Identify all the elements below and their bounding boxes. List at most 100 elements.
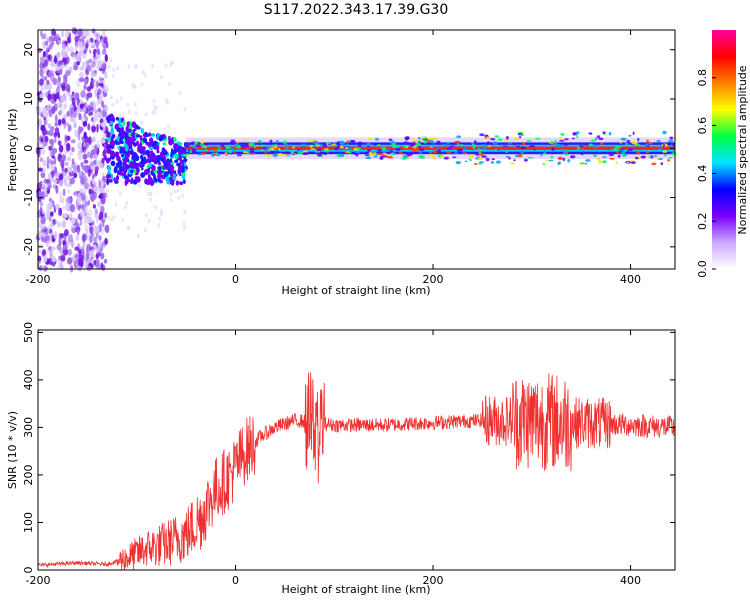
spectrogram-noise-mark xyxy=(73,167,77,175)
spectrogram-carrier-mark xyxy=(260,144,266,147)
spectrogram-noise-mark xyxy=(51,256,56,263)
spectrogram-carrier-mark xyxy=(660,162,664,166)
colorbar-tick-label: 0.0 xyxy=(696,260,709,278)
spectrogram-carrier-mark xyxy=(268,147,275,151)
spectrogram-noise-mark xyxy=(98,194,103,199)
spectrogram-carrier-mark xyxy=(630,161,636,164)
spectrogram-transition-mark xyxy=(178,169,183,173)
spectrogram-carrier-mark xyxy=(559,148,565,151)
spectrogram-noise-mark xyxy=(63,144,67,153)
spectrogram-x-tick-label: -200 xyxy=(26,273,51,286)
spectrogram-carrier-mark xyxy=(391,145,397,149)
spectrogram-carrier-mark xyxy=(244,143,250,148)
spectrogram-noise-mark xyxy=(77,152,83,161)
spectrogram-noise-mark xyxy=(90,79,96,84)
spectrogram-carrier-mark xyxy=(482,144,487,147)
spectrogram-noise-mark xyxy=(76,196,82,206)
spectrogram-carrier-mark xyxy=(479,161,485,164)
spectrogram-carrier-mark xyxy=(398,151,403,155)
spectrogram-transition-mark xyxy=(130,163,136,169)
spectrogram-carrier-mark xyxy=(388,138,393,142)
spectrogram-noise-mark xyxy=(101,100,104,108)
spectrogram-carrier-mark xyxy=(375,137,379,141)
spectrogram-transition-mark xyxy=(174,159,179,164)
spectrogram-noise-mark xyxy=(143,227,147,233)
spectrogram-carrier-mark xyxy=(197,140,200,143)
spectrogram-transition-mark xyxy=(115,116,119,121)
spectrogram-x-tick-label: 200 xyxy=(423,273,444,286)
spectrogram-noise-mark xyxy=(80,209,85,218)
spectrogram-carrier-mark xyxy=(272,144,279,147)
spectrogram-carrier-mark xyxy=(565,151,569,154)
spectrogram-carrier-mark xyxy=(303,150,309,153)
spectrogram-carrier-mark xyxy=(634,156,639,160)
spectrogram-noise-mark xyxy=(56,39,59,45)
spectrogram-transition-mark xyxy=(132,179,138,185)
spectrogram-carrier-mark xyxy=(187,153,190,155)
spectrogram-noise-mark xyxy=(78,41,83,49)
spectrogram-carrier-mark xyxy=(390,152,396,155)
spectrogram-carrier-mark xyxy=(599,142,604,145)
spectrogram-noise-mark xyxy=(152,99,156,104)
spectrogram-noise-mark xyxy=(60,94,65,104)
spectrogram-carrier-mark xyxy=(513,159,516,162)
spectrogram-carrier-mark xyxy=(385,155,389,158)
spectrogram-noise-mark xyxy=(83,82,87,92)
spectrogram-noise-mark xyxy=(80,116,84,124)
spectrogram-carrier-mark xyxy=(306,140,311,142)
spectrogram-transition-mark xyxy=(162,151,168,155)
spectrogram-carrier-mark xyxy=(244,139,248,143)
spectrogram-carrier-mark xyxy=(596,157,601,160)
spectrogram-carrier-mark xyxy=(255,142,261,145)
spectrogram-noise-mark xyxy=(36,124,41,130)
spectrogram-noise-mark xyxy=(107,215,111,221)
spectrogram-carrier-mark xyxy=(225,153,228,156)
spectrogram-noise-mark xyxy=(99,76,102,83)
spectrogram-noise-mark xyxy=(47,104,52,111)
spectrogram-noise-mark xyxy=(40,171,46,179)
spectrogram-noise-mark xyxy=(178,90,182,96)
colorbar-tick-label: 0.8 xyxy=(696,69,709,87)
spectrogram-transition-mark xyxy=(134,155,140,162)
spectrogram-carrier-mark xyxy=(669,136,674,140)
spectrogram-noise-mark xyxy=(69,212,73,219)
spectrogram-carrier-mark xyxy=(505,155,510,158)
spectrogram-carrier-mark xyxy=(228,150,233,154)
spectrogram-carrier-mark xyxy=(617,154,621,158)
spectrogram-transition-mark xyxy=(118,124,123,128)
spectrogram-noise-mark xyxy=(37,249,43,254)
spectrogram-noise-mark xyxy=(51,165,55,171)
spectrogram-carrier-mark xyxy=(580,153,584,156)
spectrogram-noise-mark xyxy=(179,175,183,180)
spectrogram-noise-mark xyxy=(100,122,106,128)
spectrogram-carrier-mark xyxy=(403,141,409,144)
spectrogram-noise-mark xyxy=(53,156,57,165)
spectrogram-noise-mark xyxy=(80,90,86,98)
spectrogram-noise-mark xyxy=(53,231,58,240)
spectrogram-carrier-mark xyxy=(297,151,303,155)
spectrogram-carrier-mark xyxy=(621,137,627,141)
spectrogram-carrier-mark xyxy=(504,139,509,142)
spectrogram-noise-mark xyxy=(85,250,90,258)
spectrogram-noise-mark xyxy=(56,221,62,229)
spectrogram-carrier-mark xyxy=(290,150,294,155)
spectrogram-carrier-mark xyxy=(269,150,276,153)
colorbar-label: Normalized spectral amplitude xyxy=(736,65,749,234)
spectrogram-noise-mark xyxy=(84,78,88,85)
spectrogram-carrier-mark xyxy=(286,154,292,157)
spectrogram-carrier-mark xyxy=(390,140,395,144)
spectrogram-transition-mark xyxy=(155,159,160,164)
spectrogram-noise-mark xyxy=(83,159,89,164)
spectrogram-noise-mark xyxy=(86,265,92,272)
spectrogram-carrier-mark xyxy=(621,148,625,150)
spectrogram-noise-mark xyxy=(52,179,58,184)
spectrogram-noise-mark xyxy=(44,111,49,118)
snr-x-ticks: -200 0 200 400 xyxy=(26,330,641,587)
spectrogram-transition-mark xyxy=(119,136,123,143)
spectrogram-carrier-mark xyxy=(523,158,528,162)
spectrogram-noise-mark xyxy=(72,53,78,60)
spectrogram-noise-mark xyxy=(100,218,106,223)
spectrogram-carrier-mark xyxy=(334,147,339,151)
spectrogram-noise-mark xyxy=(125,200,129,206)
spectrogram-noise-mark xyxy=(104,54,108,63)
